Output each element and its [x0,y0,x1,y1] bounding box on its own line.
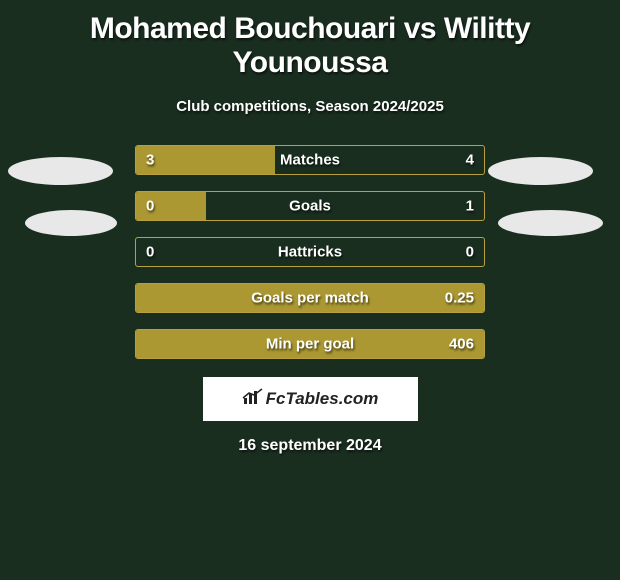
logo-text: FcTables.com [266,389,379,409]
player-placeholder-ellipse [498,210,603,236]
stat-row: 0 1 Goals [135,191,485,221]
stat-value-right: 0.25 [445,290,474,307]
stat-label: Goals [289,198,331,215]
stat-value-right: 4 [466,152,474,169]
stat-row: 406 Min per goal [135,329,485,359]
stat-value-left: 0 [146,244,154,261]
stat-label: Min per goal [266,336,354,353]
player-placeholder-ellipse [8,157,113,185]
bar-chart-icon [242,388,264,411]
stat-value-right: 1 [466,198,474,215]
comparison-subtitle: Club competitions, Season 2024/2025 [0,98,620,115]
stat-row: 0.25 Goals per match [135,283,485,313]
stat-row: 0 0 Hattricks [135,237,485,267]
snapshot-date: 16 september 2024 [0,437,620,455]
bar-fill-left [136,146,275,174]
stat-row: 3 4 Matches [135,145,485,175]
comparison-title: Mohamed Bouchouari vs Wilitty Younoussa [0,0,620,86]
chart-area: 3 4 Matches 0 1 Goals 0 0 Hattricks 0.25 Goals per… [0,145,620,359]
stat-value-right: 0 [466,244,474,261]
site-logo[interactable]: FcTables.com [203,377,418,421]
stat-value-left: 0 [146,198,154,215]
player-placeholder-ellipse [488,157,593,185]
player-placeholder-ellipse [25,210,117,236]
stat-label: Matches [280,152,340,169]
stat-label: Goals per match [251,290,369,307]
stat-value-right: 406 [449,336,474,353]
stat-label: Hattricks [278,244,342,261]
stat-value-left: 3 [146,152,154,169]
